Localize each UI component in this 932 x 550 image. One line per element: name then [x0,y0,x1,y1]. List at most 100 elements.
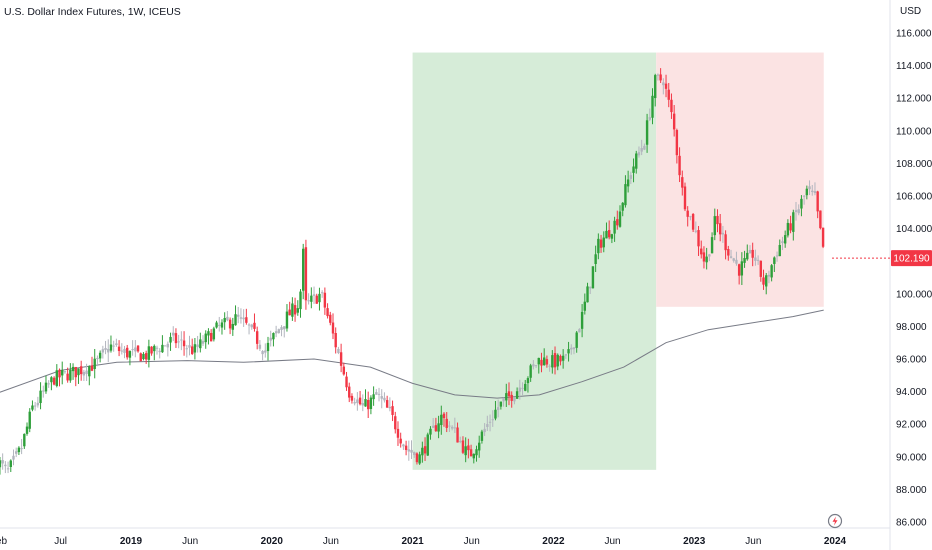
price-tick-label: 110.000 [896,126,932,137]
time-tick-label: Jun [464,536,480,547]
candle-body [583,301,587,311]
candle-body [559,355,562,362]
candle-body [366,399,370,410]
candle-body [242,317,245,320]
candle-body [640,148,643,152]
candle-body [312,294,316,296]
candle-body [253,322,256,329]
candle-body [594,254,597,265]
candle-body [293,305,297,315]
candle-body [708,254,711,257]
candle-body [291,303,294,317]
candles-layer [0,68,825,475]
last-price-badge [891,250,932,267]
candle-body [735,259,738,264]
candle-body [220,322,224,328]
candle-body [153,345,156,352]
candle-body [288,309,291,316]
candle-body [702,252,706,262]
candle-body [697,230,700,247]
lightning-icon[interactable] [827,513,843,529]
candle-body [472,453,475,459]
candle-body [42,390,45,392]
candle-body [705,256,708,263]
candle-body [310,295,313,302]
candle-body [342,366,346,375]
candle-body [69,369,72,381]
candle-body [819,210,822,229]
candle-body [215,322,218,328]
price-tick-label: 86.000 [896,518,927,529]
candle-body [361,403,364,406]
candle-body [144,353,148,360]
candle-body [599,239,603,248]
candle-body [545,359,549,365]
candle-body [694,230,698,232]
candle-body [296,308,299,313]
candle-body [58,369,61,378]
candle-body [778,245,781,257]
candle-body [429,428,432,435]
candle-body [161,344,164,353]
candle-body [201,340,205,344]
candle-body [542,357,546,366]
price-tick-label: 98.000 [896,322,927,333]
candle-body [326,308,329,317]
candle-body [580,311,584,329]
candle-body [264,350,267,353]
candle-body [23,433,26,447]
candle-body [510,394,513,401]
candle-body [0,460,2,468]
candle-body [283,326,286,330]
candle-body [459,440,462,442]
candle-body [383,397,386,401]
candle-body [199,339,202,349]
time-axis[interactable]: eb Jul 2019 Jun 2020 Jun 2021 Jun 2022 Jun 2023 Jun… [0,536,847,547]
candle-body [17,447,21,453]
candle-body [88,366,91,377]
candle-body [266,342,270,352]
candle-body [52,377,56,385]
candle-body [193,344,197,353]
candle-body [285,311,289,329]
candle-body [163,345,167,347]
candle-body [1,460,4,464]
candle-body [372,394,375,400]
time-tick-label: 2020 [261,536,284,547]
candle-body [120,350,123,352]
candle-body [196,344,199,348]
time-tick-label: Jun [323,536,339,547]
candle-body [553,353,557,368]
candle-body [507,391,511,397]
candle-body [237,314,240,317]
green-zone [412,52,657,470]
time-tick-label: 2023 [683,536,706,547]
candle-body [740,261,744,276]
candle-body [410,449,413,453]
candle-body [729,256,733,258]
candle-body [377,393,381,395]
candle-body [607,230,611,238]
candle-body [369,397,373,409]
candle-body [540,359,543,366]
candle-body [339,352,343,366]
candle-body [624,184,627,206]
candle-body [491,419,494,421]
candle-body [526,378,530,384]
candle-body [123,348,126,353]
candle-body [280,327,283,330]
candle-body [732,258,735,261]
candle-body [651,95,654,118]
candle-body [515,391,519,399]
candle-body [274,331,278,334]
currency-label[interactable]: USD [900,6,922,17]
candle-body [773,257,776,264]
candle-body [6,468,10,470]
time-tick-label: eb [0,536,7,547]
candle-body [299,291,302,310]
candle-body [55,370,59,386]
candle-body [90,365,94,371]
price-axis[interactable]: 86.000 88.000 90.000 92.000 94.000 96.000 98.0… [896,29,932,529]
candle-body [567,349,570,354]
